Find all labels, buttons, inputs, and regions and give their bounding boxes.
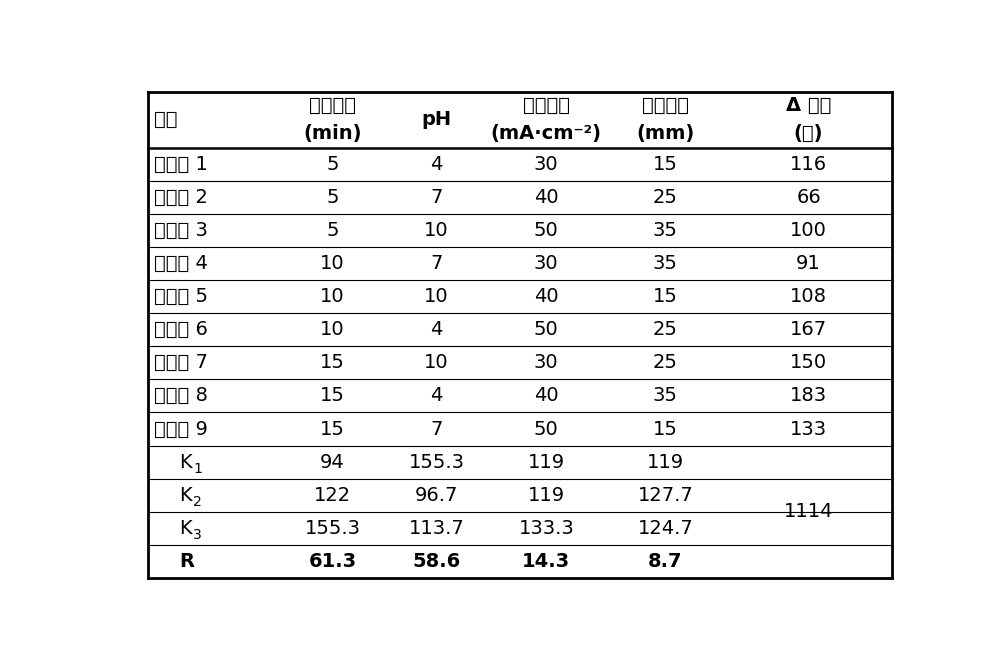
Text: pH: pH — [421, 110, 452, 129]
Text: 5: 5 — [326, 188, 339, 207]
Text: 实施例 7: 实施例 7 — [154, 353, 208, 372]
Text: 100: 100 — [790, 221, 827, 240]
Text: R: R — [179, 552, 194, 571]
Text: 5: 5 — [326, 221, 339, 240]
Text: 极板间距: 极板间距 — [642, 96, 689, 115]
Text: 10: 10 — [424, 287, 449, 306]
Text: 40: 40 — [534, 386, 559, 405]
Text: 58.6: 58.6 — [412, 552, 461, 571]
Text: 7: 7 — [430, 420, 443, 438]
Text: 8.7: 8.7 — [648, 552, 683, 571]
Text: K: K — [179, 519, 192, 538]
Text: 25: 25 — [653, 353, 678, 372]
Text: 14.3: 14.3 — [522, 552, 570, 571]
Text: 实施例 5: 实施例 5 — [154, 287, 208, 306]
Text: 15: 15 — [653, 155, 678, 174]
Text: 96.7: 96.7 — [415, 486, 458, 505]
Text: 4: 4 — [430, 155, 443, 174]
Text: 50: 50 — [534, 420, 559, 438]
Text: 序号: 序号 — [154, 110, 178, 129]
Text: 15: 15 — [320, 353, 345, 372]
Text: 实施例 2: 实施例 2 — [154, 188, 208, 207]
Text: 122: 122 — [314, 486, 351, 505]
Text: Δ 色度: Δ 色度 — [786, 96, 831, 115]
Text: (倍): (倍) — [794, 124, 823, 143]
Text: 7: 7 — [430, 254, 443, 273]
Text: 50: 50 — [534, 221, 559, 240]
Text: 10: 10 — [320, 254, 345, 273]
Text: 实施例 3: 实施例 3 — [154, 221, 208, 240]
Text: 155.3: 155.3 — [409, 453, 465, 472]
Text: 183: 183 — [790, 386, 827, 405]
Text: 电解时间: 电解时间 — [309, 96, 356, 115]
Text: 实施例 9: 实施例 9 — [154, 420, 208, 438]
Text: 1114: 1114 — [784, 502, 833, 521]
Text: 127.7: 127.7 — [637, 486, 693, 505]
Text: 50: 50 — [534, 320, 559, 339]
Text: 10: 10 — [320, 287, 345, 306]
Text: 7: 7 — [430, 188, 443, 207]
Text: 实施例 1: 实施例 1 — [154, 155, 208, 174]
Text: 119: 119 — [528, 486, 565, 505]
Text: 4: 4 — [430, 386, 443, 405]
Text: (mm): (mm) — [636, 124, 694, 143]
Text: 4: 4 — [430, 320, 443, 339]
Text: 5: 5 — [326, 155, 339, 174]
Text: 15: 15 — [320, 386, 345, 405]
Text: 35: 35 — [653, 254, 678, 273]
Text: 119: 119 — [528, 453, 565, 472]
Text: 124.7: 124.7 — [637, 519, 693, 538]
Text: 167: 167 — [790, 320, 827, 339]
Text: 119: 119 — [647, 453, 684, 472]
Text: 40: 40 — [534, 188, 559, 207]
Text: 1: 1 — [193, 462, 202, 476]
Text: K: K — [179, 453, 192, 472]
Text: 30: 30 — [534, 254, 559, 273]
Text: 3: 3 — [193, 528, 202, 542]
Text: 25: 25 — [653, 320, 678, 339]
Text: 35: 35 — [653, 221, 678, 240]
Text: 35: 35 — [653, 386, 678, 405]
Text: 电流密度: 电流密度 — [523, 96, 570, 115]
Text: 94: 94 — [320, 453, 345, 472]
Text: (mA·cm⁻²): (mA·cm⁻²) — [491, 124, 602, 143]
Text: 10: 10 — [424, 353, 449, 372]
Text: 30: 30 — [534, 353, 559, 372]
Text: 113.7: 113.7 — [409, 519, 464, 538]
Text: 150: 150 — [790, 353, 827, 372]
Text: 15: 15 — [653, 287, 678, 306]
Text: 116: 116 — [790, 155, 827, 174]
Text: 30: 30 — [534, 155, 559, 174]
Text: 实施例 8: 实施例 8 — [154, 386, 208, 405]
Text: 155.3: 155.3 — [304, 519, 360, 538]
Text: 61.3: 61.3 — [308, 552, 356, 571]
Text: 实施例 4: 实施例 4 — [154, 254, 208, 273]
Text: 10: 10 — [320, 320, 345, 339]
Text: 实施例 6: 实施例 6 — [154, 320, 208, 339]
Text: 40: 40 — [534, 287, 559, 306]
Text: 133: 133 — [790, 420, 827, 438]
Text: 66: 66 — [796, 188, 821, 207]
Text: 25: 25 — [653, 188, 678, 207]
Text: 133.3: 133.3 — [518, 519, 574, 538]
Text: 2: 2 — [193, 495, 202, 509]
Text: 10: 10 — [424, 221, 449, 240]
Text: 91: 91 — [796, 254, 821, 273]
Text: K: K — [179, 486, 192, 505]
Text: 15: 15 — [320, 420, 345, 438]
Text: 108: 108 — [790, 287, 827, 306]
Text: 15: 15 — [653, 420, 678, 438]
Text: (min): (min) — [303, 124, 362, 143]
